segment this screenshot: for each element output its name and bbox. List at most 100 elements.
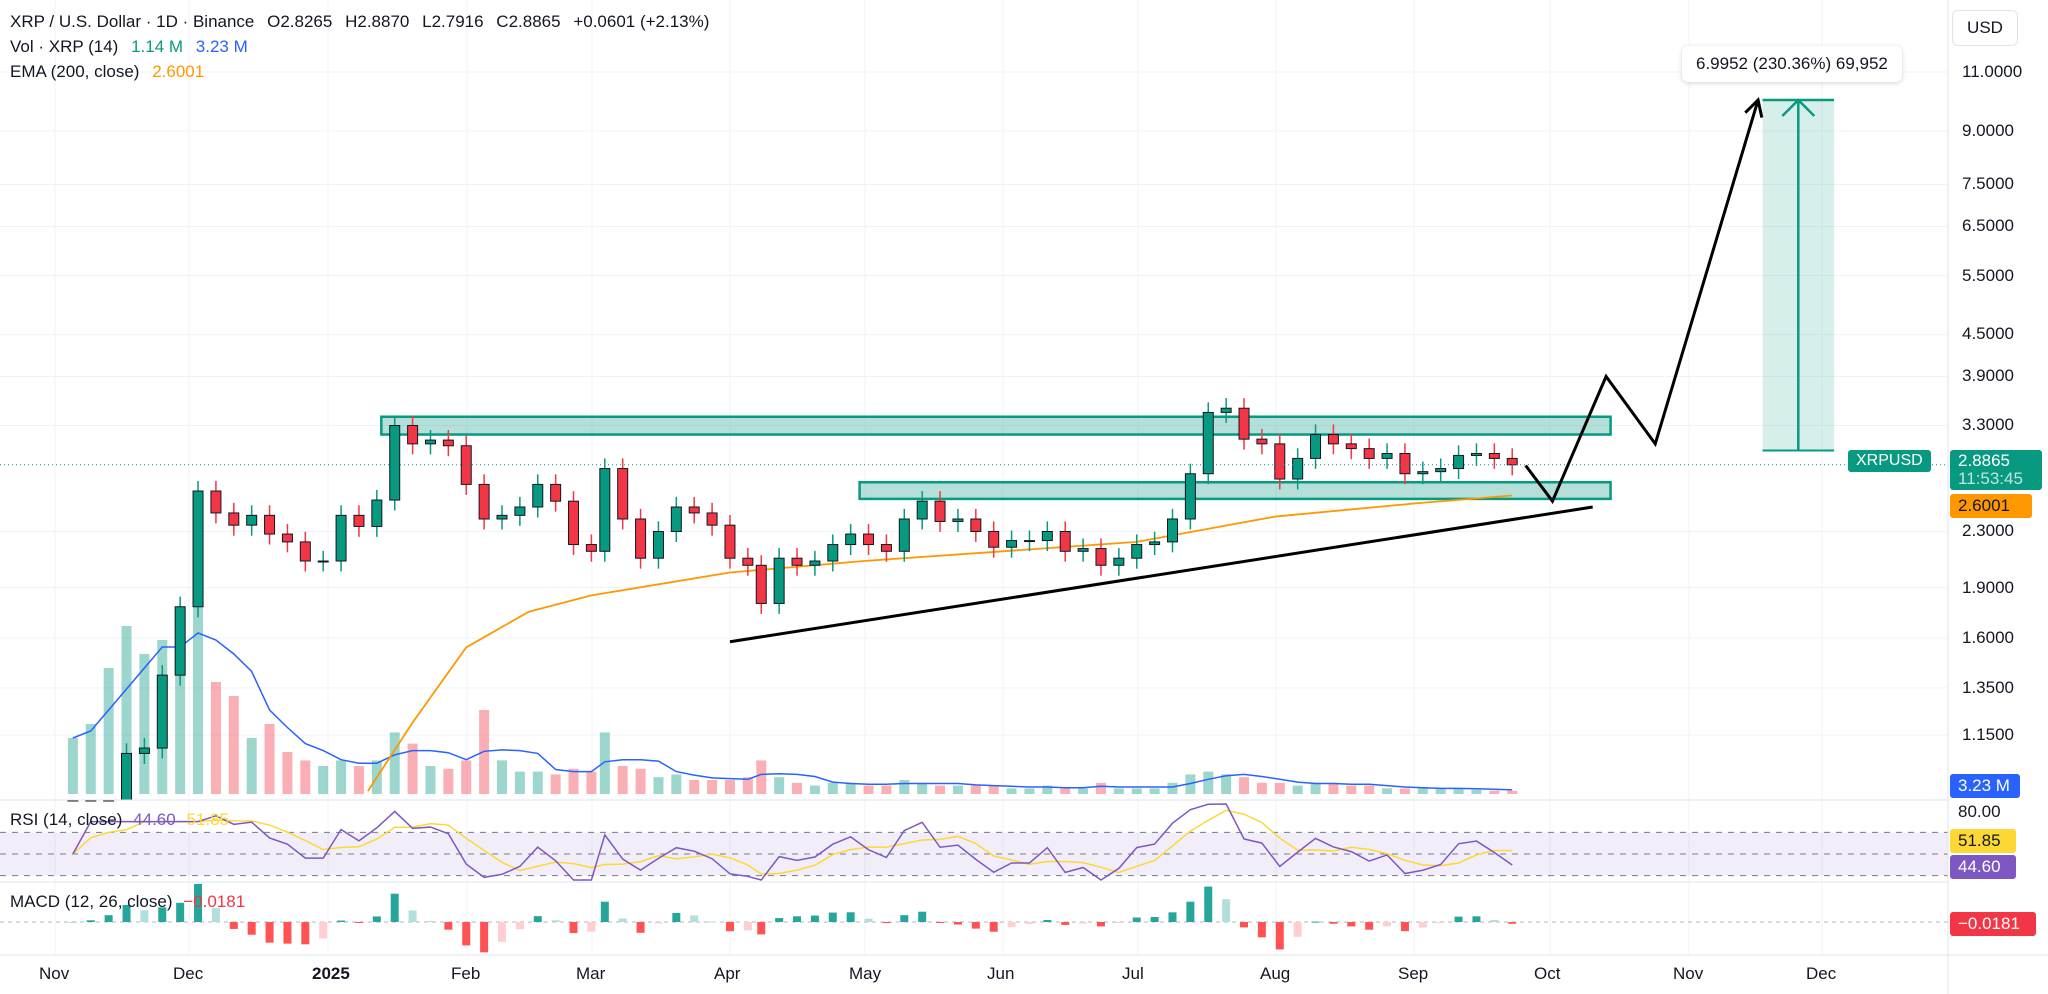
price-tick: 5.5000 [1962,265,2014,285]
macd-histogram-bar [1275,922,1284,950]
macd-legend[interactable]: MACD (12, 26, close) −0.0181 [10,892,245,912]
volume-bar [899,780,910,794]
macd-histogram-bar [194,884,203,922]
candle [952,508,964,532]
volume-bar [1095,782,1106,794]
volume-bar [353,766,364,794]
candle [1220,398,1232,423]
macd-histogram-bar [247,922,256,935]
macd-histogram-bar [1365,922,1374,930]
rsi-ma-value: 51.85 [186,810,229,829]
candle-body [688,506,700,514]
candle [1399,443,1411,485]
volume-bars [67,570,1518,794]
currency-button[interactable]: USD [1952,10,2018,46]
volume-bar [863,785,874,794]
candle-body [1202,411,1214,475]
volume-bar [1507,790,1518,794]
volume-bar [193,570,204,794]
candle-body [550,483,562,502]
volume-legend[interactable]: Vol · XRP (14) 1.14 M 3.23 M [10,37,256,57]
volume-bar [970,785,981,794]
candle [845,523,857,556]
macd-histogram-bar [337,920,346,922]
candle-body [281,533,293,543]
candle [1345,433,1357,460]
candle-body [1023,540,1035,543]
trendline[interactable] [729,505,1593,644]
macd-histogram-bar [229,922,238,929]
candle [1256,429,1268,455]
macd-histogram-bar [708,921,717,923]
volume-ma-value: 3.23 M [195,37,248,56]
candle [916,491,928,530]
candle [353,505,365,537]
volume-bar [1113,788,1124,794]
zone-rectangle [380,415,1612,436]
candles [67,398,1518,802]
macd-histogram-bar [354,922,363,923]
candle-body [845,533,857,546]
volume-bar [881,785,892,794]
candle-body [635,518,647,559]
candle-body [1363,448,1375,459]
projection-arrowhead-icon [1744,96,1764,118]
macd-histogram-bar [1311,921,1320,923]
volume-bar [568,768,579,794]
candle-body [1220,407,1232,413]
candle [934,491,946,532]
macd-histogram-bar [426,920,435,922]
macd-pane [0,884,1948,953]
candle [742,548,754,576]
candle-body [952,518,964,522]
price-range-measure[interactable] [1762,98,1835,452]
macd-histogram-bar [569,922,578,934]
macd-histogram-bar [140,910,149,922]
candle-body [514,506,526,516]
candle-body [670,506,682,532]
macd-histogram-bar [900,915,909,922]
price-tick: 1.3500 [1962,677,2014,697]
symbol-tag: XRPUSD [1848,450,1931,472]
candle [1417,461,1429,485]
volume-bar [1346,785,1357,794]
candle [424,429,436,455]
volume-bar [461,760,472,794]
rsi-legend[interactable]: RSI (14, close) 44.60 51.85 [10,810,229,830]
ema-legend[interactable]: EMA (200, close) 2.6001 [10,62,212,82]
projection-path[interactable] [1524,99,1760,505]
candle [264,505,276,545]
volume-bar [1060,788,1071,794]
macd-histogram-bar [1114,922,1123,923]
candle [773,548,785,614]
price-tick: 2.3000 [1962,521,2014,541]
support-resistance-zones[interactable] [380,415,1612,501]
macd-histogram-bar [301,922,310,945]
candle-body [407,424,419,445]
candle-body [424,439,436,445]
volume-bar [756,760,767,794]
candle-body [1131,544,1143,559]
macd-histogram-bar [1061,922,1070,925]
symbol-title[interactable]: XRP / U.S. Dollar · 1D · Binance [10,12,255,31]
volume-bar [246,738,257,794]
candle [514,496,526,526]
candle-body [827,544,839,562]
candle-body [478,483,490,520]
volume-bar [514,771,525,794]
candle [1238,398,1250,450]
time-tick: Mar [576,964,606,983]
macd-histogram-bar [918,911,927,922]
candle-body [1059,530,1071,552]
candle-body [1077,548,1089,552]
volume-bar [1453,788,1464,794]
volume-bar [175,668,186,794]
candle [1292,448,1304,490]
candle-body [389,424,401,501]
volume-bar [774,777,785,794]
candle [317,550,329,572]
candle-body [1167,518,1178,543]
macd-histogram-bar [158,907,167,922]
ema-value: 2.6001 [152,62,205,81]
